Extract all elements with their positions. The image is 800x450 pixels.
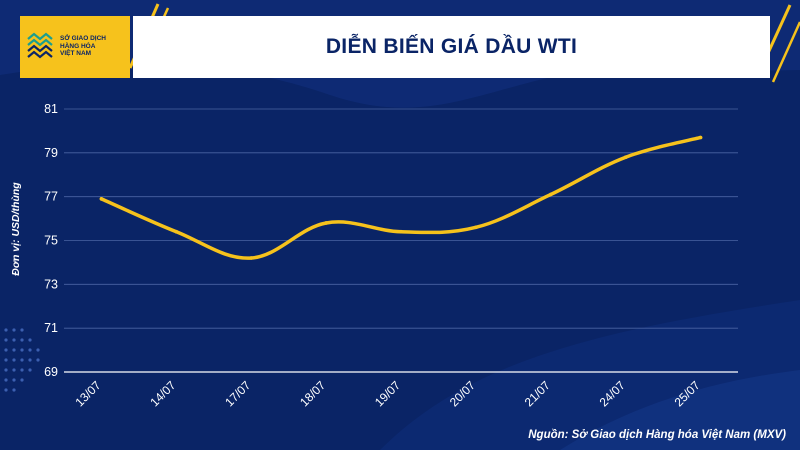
x-tick-labels: 13/07 14/07 17/07 18/07 19/07 20/07 21/07 24/07… — [72, 378, 702, 409]
x-tick-label: 17/07 — [222, 378, 253, 409]
x-tick-label: 21/07 — [522, 378, 553, 409]
y-tick-label: 71 — [44, 321, 58, 335]
y-tick-labels: 69 71 73 75 77 79 81 — [44, 102, 58, 379]
x-tick-label: 13/07 — [72, 378, 103, 409]
logo-line-3: VIỆT NAM — [60, 50, 92, 57]
y-tick-label: 81 — [44, 102, 58, 116]
logo: SỞ GIAO DỊCH HÀNG HÓA VIỆT NAM — [20, 16, 130, 78]
title-bar — [133, 16, 770, 78]
data-point — [474, 225, 478, 230]
y-tick-label: 69 — [44, 365, 58, 379]
logo-line-1: SỞ GIAO DỊCH — [60, 35, 106, 42]
data-point — [324, 221, 328, 225]
x-tick-label: 18/07 — [297, 378, 328, 409]
data-point — [698, 135, 703, 140]
data-point — [623, 155, 628, 160]
x-tick-label: 20/07 — [447, 378, 478, 409]
x-tick-label: 14/07 — [147, 378, 178, 409]
x-tick-label: 24/07 — [597, 378, 628, 409]
y-tick-label: 79 — [44, 146, 58, 160]
x-tick-label: 19/07 — [372, 378, 403, 409]
data-point — [249, 256, 254, 260]
grid-lines — [64, 108, 738, 373]
x-tick-label: 25/07 — [672, 378, 703, 409]
logo-line-2: HÀNG HÓA — [60, 42, 96, 50]
series-group — [99, 135, 703, 260]
data-point — [548, 192, 553, 197]
logo-wave-icon — [27, 32, 53, 59]
y-axis-label: Đơn vị: USD/thùng — [10, 182, 22, 276]
logo-text: SỞ GIAO DỊCH HÀNG HÓA VIỆT NAM — [60, 35, 130, 58]
y-tick-label: 77 — [44, 190, 58, 204]
data-point — [174, 229, 179, 234]
header: SỞ GIAO DỊCH HÀNG HÓA VIỆT NAM DIỄN BIẾN… — [0, 16, 800, 78]
data-point — [99, 197, 104, 201]
dot-pattern — [4, 328, 40, 392]
y-tick-label: 73 — [44, 277, 58, 291]
source-note: Nguồn: Sở Giao dịch Hàng hóa Việt Nam (M… — [528, 429, 786, 441]
chart-title: DIỄN BIẾN GIÁ DẦU WTI — [325, 35, 578, 58]
series-line-wti — [99, 135, 703, 260]
y-tick-label: 75 — [44, 234, 58, 248]
data-point — [399, 229, 403, 234]
